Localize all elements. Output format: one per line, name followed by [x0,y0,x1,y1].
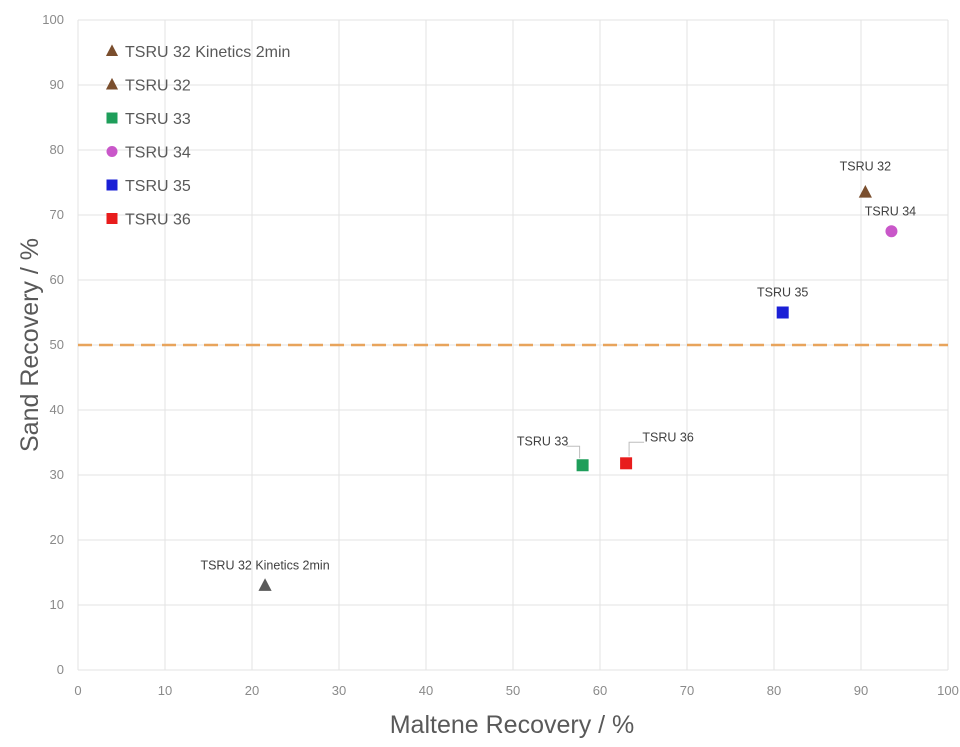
data-label: TSRU 32 Kinetics 2min [200,559,329,573]
data-point [858,185,872,198]
y-tick-label: 60 [50,272,64,287]
data-labels: TSRU 32 Kinetics 2min TSRU 32 TSRU 33 TSRU … [200,159,916,572]
data-label: TSRU 32 [840,159,891,173]
data-label: TSRU 35 [757,286,808,300]
x-tick-label: 90 [854,683,868,698]
x-tick-label: 0 [74,683,81,698]
x-axis-title: Maltene Recovery / % [390,711,635,739]
y-tick-label: 70 [50,207,64,222]
y-tick-label: 90 [50,77,64,92]
x-tick-label: 20 [245,683,259,698]
label-leader-line [566,445,581,459]
data-point [776,306,789,319]
legend: TSRU 32 Kinetics 2min TSRU 32 TSRU 33 TSRU … [105,44,290,229]
legend-marker [106,179,118,191]
legend-entry-label: TSRU 35 [125,178,191,195]
legend-marker [105,44,119,56]
legend-entry-label: TSRU 34 [125,145,191,162]
legend-entry-label: TSRU 36 [125,212,191,229]
x-tick-label: 70 [680,683,694,698]
data-label: TSRU 36 [642,430,693,444]
data-marks [258,185,898,591]
legend-marker [106,213,118,224]
legend-entry-label: TSRU 33 [125,111,191,128]
legend-marker [106,146,118,157]
data-point [576,459,589,472]
data-point [885,225,898,238]
y-tick-label: 50 [50,337,64,352]
x-tick-label: 50 [506,683,520,698]
x-tick-label: 100 [937,683,959,698]
y-tick-label: 80 [50,142,64,157]
y-tick-label: 30 [50,467,64,482]
legend-entry-label: TSRU 32 Kinetics 2min [125,44,290,61]
axes: 0 10 20 30 40 50 60 70 80 90 100 0 10 20 30 40 50 60 70 80 9… [42,12,959,698]
data-point [620,457,633,470]
data-point [258,578,272,591]
y-tick-label: 20 [50,532,64,547]
x-tick-label: 60 [593,683,607,698]
data-label: TSRU 33 [517,434,568,448]
x-tick-label: 40 [419,683,433,698]
legend-entry-label: TSRU 32 [125,78,191,95]
y-tick-label: 0 [57,662,64,677]
legend-marker [105,77,119,90]
y-tick-label: 40 [50,402,64,417]
x-tick-label: 10 [158,683,172,698]
y-tick-label: 10 [50,597,64,612]
x-tick-label: 80 [767,683,781,698]
legend-marker [106,112,118,124]
x-tick-label: 30 [332,683,346,698]
y-tick-label: 100 [42,12,64,27]
y-axis-title: Sand Recovery / % [16,238,44,452]
data-label: TSRU 34 [865,204,916,218]
label-leader-line [628,441,645,457]
